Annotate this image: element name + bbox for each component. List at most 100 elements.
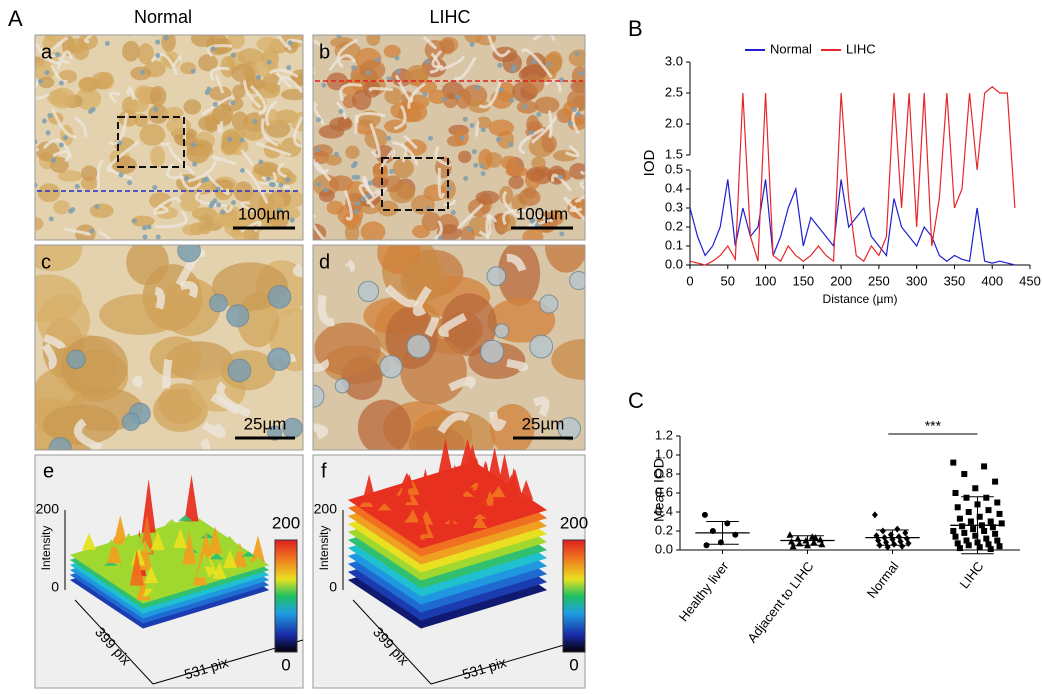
stroma (403, 134, 418, 150)
stroma (84, 35, 95, 44)
surface-peak (459, 490, 474, 497)
cell (231, 63, 256, 83)
surface-peak (173, 528, 188, 548)
point (950, 528, 957, 534)
stroma (35, 92, 50, 100)
y-tick-label: 0.2 (655, 522, 673, 537)
stroma (313, 358, 329, 373)
surface-peak (198, 531, 213, 563)
nucleus (467, 226, 473, 232)
nucleus (231, 52, 237, 58)
nucleus (204, 90, 210, 96)
nucleus (572, 106, 578, 112)
cell (375, 145, 395, 164)
nucleus (48, 216, 54, 222)
nucleus (276, 207, 282, 213)
nucleus (55, 52, 61, 58)
stroma (437, 412, 470, 434)
surface-peak (472, 513, 487, 520)
data-line (689, 179, 1016, 266)
micrograph (313, 35, 585, 240)
nucleus (323, 187, 329, 193)
stroma (160, 141, 171, 147)
stroma (579, 180, 585, 191)
surface-peak (104, 539, 119, 548)
stroma (487, 35, 511, 58)
surface-peak (208, 526, 223, 554)
stroma (530, 115, 558, 144)
stroma (108, 91, 121, 104)
stroma (108, 112, 129, 146)
cell (552, 150, 578, 162)
point (981, 463, 988, 470)
surface-peak (474, 472, 489, 499)
nucleus (66, 349, 86, 369)
surface-peak (178, 515, 193, 521)
frame (312, 244, 586, 451)
panel-label: C (628, 388, 644, 413)
y-tick-label: 0.4 (665, 180, 683, 195)
nucleus (132, 218, 138, 224)
surface-peak (107, 535, 122, 564)
nucleus (230, 100, 236, 106)
stroma (293, 116, 303, 148)
nucleus (486, 266, 507, 286)
point (972, 532, 979, 539)
cell (118, 110, 139, 127)
cell (569, 162, 585, 180)
cell (290, 111, 303, 132)
stroma (171, 55, 182, 69)
nucleus (227, 136, 233, 142)
y-tick-label: 0.5 (665, 161, 683, 176)
y-tick-label: 2.0 (665, 115, 683, 130)
cell (281, 88, 303, 101)
stroma (532, 35, 556, 41)
nucleus (140, 69, 146, 75)
stroma (153, 197, 182, 213)
stroma (448, 376, 476, 392)
x-tick-label: 300 (906, 273, 928, 288)
z-tick: 200 (36, 501, 60, 517)
x-tick-label: 200 (830, 273, 852, 288)
cell (53, 200, 71, 215)
nucleus (336, 35, 342, 39)
error-bar (791, 535, 824, 546)
surface-peak (222, 549, 237, 569)
point (961, 529, 968, 536)
cell (99, 294, 181, 335)
stroma (240, 149, 254, 167)
nucleus (35, 182, 38, 188)
nucleus (357, 280, 380, 303)
nucleus (462, 116, 468, 122)
stroma (313, 423, 329, 440)
cell (80, 165, 98, 182)
nucleus (529, 334, 554, 359)
nucleus (338, 108, 344, 114)
stroma (393, 105, 407, 131)
nucleus (258, 159, 264, 165)
nucleus (286, 65, 292, 71)
stroma (132, 375, 144, 389)
stroma (41, 342, 57, 370)
nucleus (422, 92, 428, 98)
stroma (317, 294, 335, 327)
cell (35, 60, 56, 81)
stroma (214, 74, 225, 94)
sub-label: a (41, 41, 53, 63)
point (786, 531, 794, 538)
nucleus (155, 53, 161, 59)
point (965, 542, 972, 549)
nucleus (142, 234, 148, 240)
nucleus (479, 163, 485, 169)
nucleus (574, 50, 580, 56)
point (998, 520, 1005, 527)
stroma (315, 161, 332, 182)
cell (412, 225, 431, 239)
nucleus (58, 142, 64, 148)
stroma (336, 38, 358, 68)
sub-label: e (43, 460, 54, 482)
point (996, 543, 1003, 550)
stroma (199, 437, 210, 450)
surface-peak (146, 588, 161, 597)
stroma (563, 196, 585, 222)
